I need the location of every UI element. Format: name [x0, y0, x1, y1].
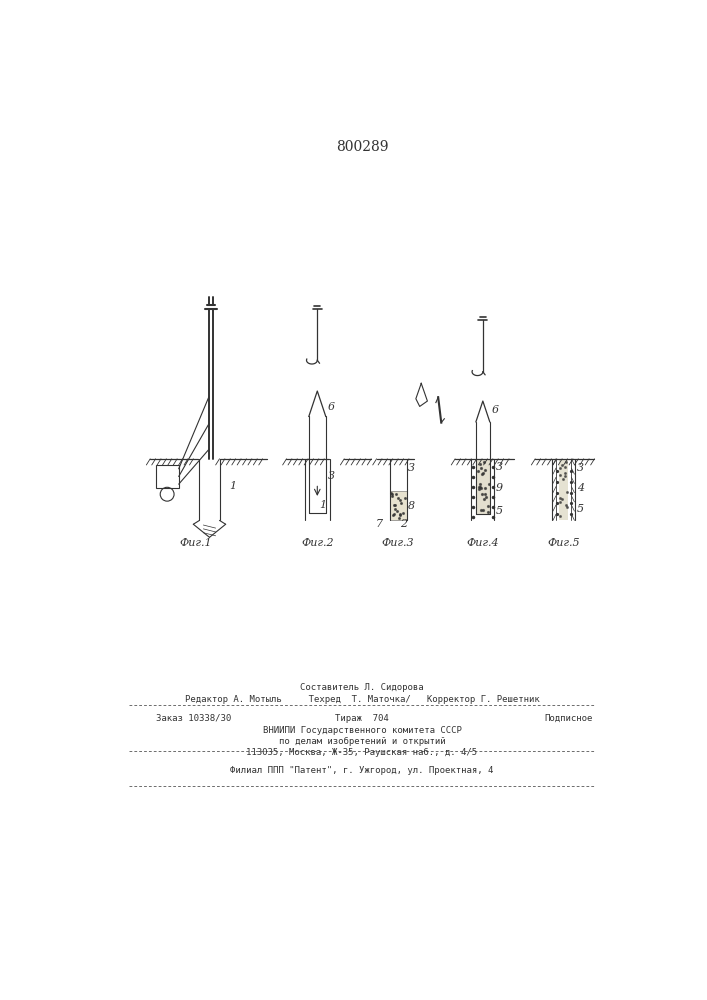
Text: Тираж  704: Тираж 704 [335, 714, 389, 723]
Text: 4: 4 [577, 483, 584, 493]
Text: 7: 7 [375, 519, 382, 529]
Text: по делам изобретений и открытий: по делам изобретений и открытий [279, 737, 445, 746]
Text: 113035, Москва, Ж-35, Раушская наб., д. 4/5: 113035, Москва, Ж-35, Раушская наб., д. … [247, 748, 477, 757]
Text: Фиг.4: Фиг.4 [467, 538, 499, 548]
Text: 1: 1 [319, 500, 326, 510]
Text: 5: 5 [496, 506, 503, 516]
Bar [476, 459, 490, 514]
Text: Фиг.3: Фиг.3 [382, 538, 414, 548]
Bar [559, 459, 568, 520]
Text: Составитель Л. Сидорова: Составитель Л. Сидорова [300, 683, 423, 692]
Text: Фиг.2: Фиг.2 [301, 538, 334, 548]
Text: Фиг.5: Фиг.5 [547, 538, 580, 548]
Bar [390, 491, 407, 520]
Text: Подписное: Подписное [544, 714, 592, 723]
Text: Филиал ППП "Патент", г. Ужгород, ул. Проектная, 4: Филиал ППП "Патент", г. Ужгород, ул. Про… [230, 766, 493, 775]
Text: 800289: 800289 [336, 140, 388, 154]
Text: 3: 3 [328, 471, 335, 481]
Text: 6: 6 [328, 402, 335, 412]
Text: 2: 2 [399, 519, 407, 529]
Text: 6: 6 [491, 405, 498, 415]
Bar [156, 465, 179, 488]
Text: 5: 5 [577, 504, 584, 514]
Text: 3: 3 [496, 462, 503, 472]
Text: Заказ 10338/30: Заказ 10338/30 [156, 714, 231, 723]
Text: Фиг.1: Фиг.1 [180, 538, 212, 548]
Text: Редактор А. Мотыль     Техред  Т. Маточка/   Корректор Г. Решетник: Редактор А. Мотыль Техред Т. Маточка/ Ко… [185, 695, 539, 704]
Text: 8: 8 [408, 501, 415, 511]
Text: 3: 3 [408, 463, 415, 473]
Text: ВНИИПИ Государственного комитета СССР: ВНИИПИ Государственного комитета СССР [262, 726, 462, 735]
Text: 9: 9 [496, 483, 503, 493]
Text: 1: 1 [229, 481, 236, 491]
Text: 3: 3 [577, 463, 584, 473]
